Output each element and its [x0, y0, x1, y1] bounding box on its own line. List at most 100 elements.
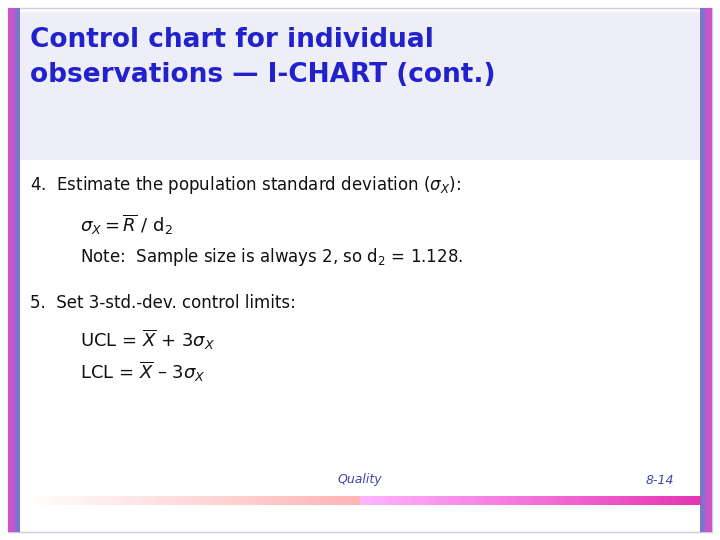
Bar	[380, 496, 384, 505]
Bar	[176, 496, 180, 505]
Bar	[672, 496, 677, 505]
Bar	[323, 496, 326, 505]
Bar	[153, 496, 156, 505]
Bar	[374, 496, 377, 505]
Bar	[68, 496, 71, 505]
Bar	[91, 496, 95, 505]
Bar	[295, 496, 300, 505]
Bar	[595, 496, 598, 505]
Bar	[540, 496, 544, 505]
Bar	[261, 496, 265, 505]
Bar	[577, 496, 582, 505]
Bar	[666, 496, 670, 505]
Bar	[601, 496, 606, 505]
Text: 8-14: 8-14	[646, 474, 674, 487]
Bar	[660, 496, 663, 505]
Bar	[350, 496, 354, 505]
Bar	[64, 496, 68, 505]
Bar	[173, 496, 177, 505]
Bar	[159, 496, 163, 505]
Bar	[220, 496, 225, 505]
Bar	[683, 496, 687, 505]
Bar	[459, 496, 462, 505]
Bar	[462, 496, 466, 505]
Text: Control chart for individual: Control chart for individual	[30, 27, 434, 53]
Bar	[132, 496, 136, 505]
Bar	[656, 496, 660, 505]
Bar	[611, 496, 616, 505]
Bar	[333, 496, 337, 505]
Bar	[190, 496, 194, 505]
Bar	[241, 496, 245, 505]
Bar	[340, 496, 343, 505]
Bar	[302, 496, 306, 505]
Bar	[194, 496, 197, 505]
Bar	[435, 496, 438, 505]
Bar	[571, 496, 575, 505]
Bar	[394, 496, 398, 505]
Bar	[81, 496, 85, 505]
Bar	[74, 496, 78, 505]
Bar	[554, 496, 558, 505]
Bar	[129, 496, 132, 505]
Bar	[503, 496, 507, 505]
Bar	[40, 496, 45, 505]
Bar	[23, 496, 27, 505]
Bar	[629, 496, 632, 505]
Bar	[37, 496, 41, 505]
Bar	[615, 496, 619, 505]
Bar	[34, 496, 37, 505]
Bar	[370, 496, 374, 505]
Bar	[567, 496, 571, 505]
Bar	[445, 496, 449, 505]
Bar	[632, 496, 636, 505]
Bar	[489, 496, 493, 505]
Bar	[591, 496, 595, 505]
Bar	[492, 496, 497, 505]
Bar	[244, 496, 248, 505]
Bar	[550, 496, 554, 505]
Bar	[561, 496, 564, 505]
Bar	[585, 496, 588, 505]
Bar	[329, 496, 333, 505]
Bar	[44, 496, 48, 505]
Bar	[292, 496, 296, 505]
Bar	[397, 496, 401, 505]
Bar	[537, 496, 541, 505]
Bar	[547, 496, 551, 505]
Bar	[210, 496, 215, 505]
Bar	[377, 496, 381, 505]
Bar	[166, 496, 170, 505]
Bar	[122, 496, 126, 505]
Bar	[255, 496, 258, 505]
Bar	[279, 496, 282, 505]
Bar	[676, 496, 680, 505]
Bar	[415, 496, 418, 505]
Bar	[469, 496, 473, 505]
Bar	[251, 496, 255, 505]
Bar	[693, 496, 697, 505]
Bar	[544, 496, 547, 505]
Bar	[180, 496, 184, 505]
Bar	[472, 496, 476, 505]
Bar	[326, 496, 330, 505]
Bar	[642, 496, 646, 505]
Bar	[588, 496, 592, 505]
Bar	[54, 496, 58, 505]
Bar	[98, 496, 102, 505]
Text: 4.  Estimate the population standard deviation ($\mathit{\sigma}_X$):: 4. Estimate the population standard devi…	[30, 174, 461, 196]
Bar	[309, 496, 313, 505]
Bar	[401, 496, 405, 505]
Bar	[343, 496, 347, 505]
Bar	[224, 496, 228, 505]
Bar	[496, 496, 500, 505]
Bar	[690, 496, 693, 505]
Bar	[183, 496, 187, 505]
Bar	[20, 496, 24, 505]
Bar	[305, 496, 310, 505]
Bar	[670, 496, 673, 505]
Text: Quality: Quality	[338, 474, 382, 487]
Bar	[316, 496, 320, 505]
Bar	[95, 496, 99, 505]
Bar	[449, 496, 452, 505]
